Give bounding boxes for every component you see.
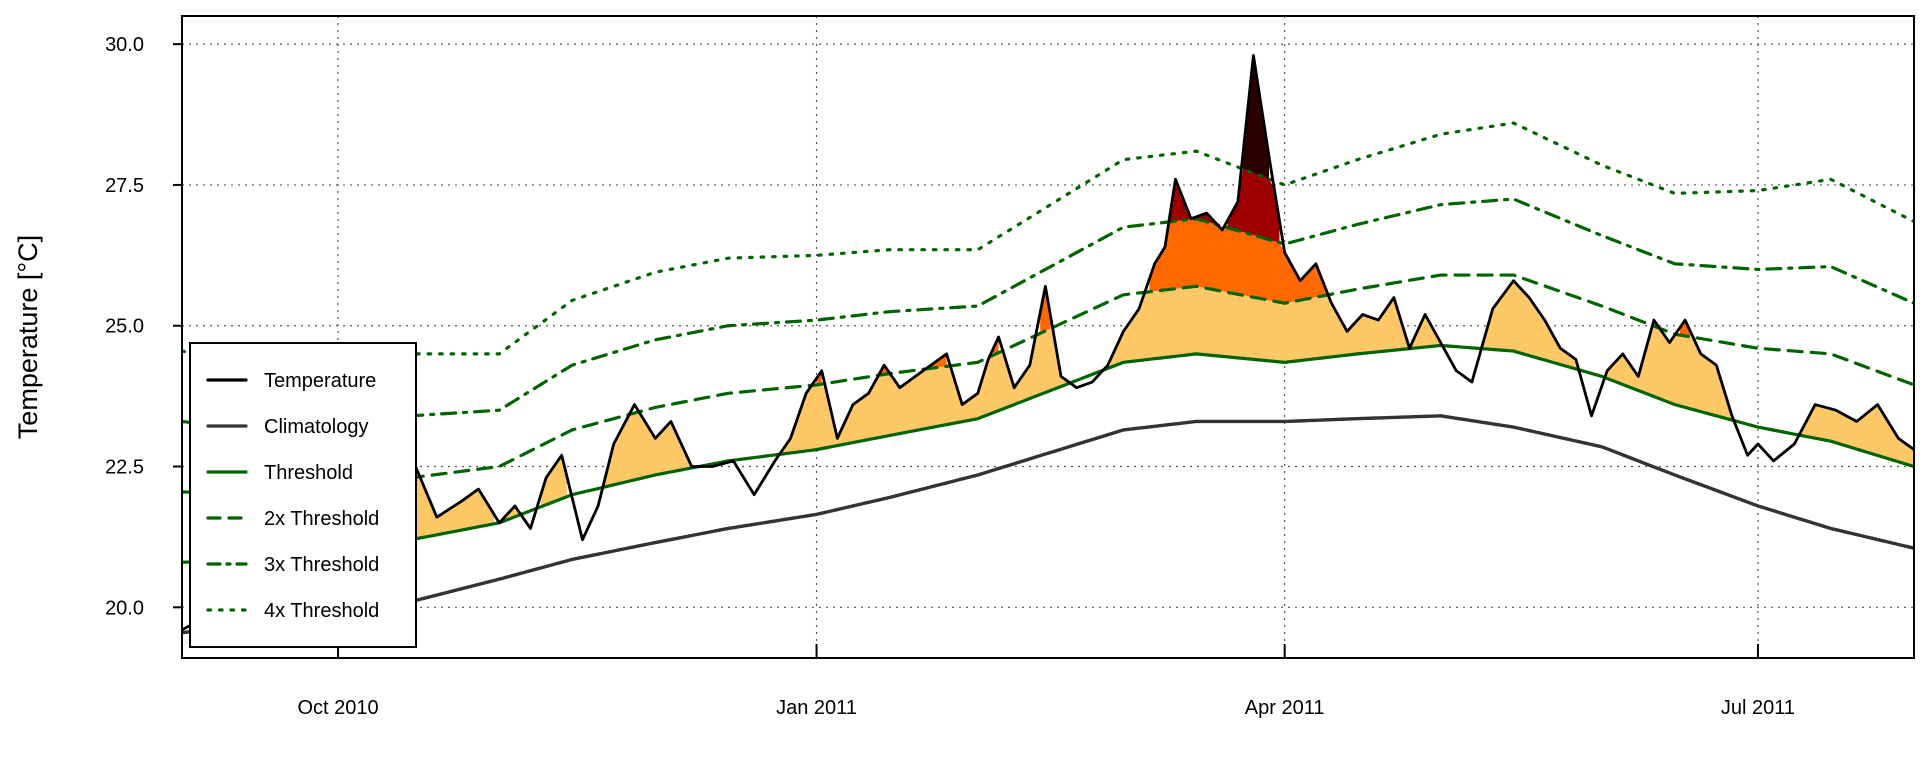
legend-label: 2x Threshold bbox=[264, 508, 379, 530]
grid-lines bbox=[182, 16, 1914, 658]
climatology-line bbox=[182, 414, 1914, 635]
y-tick-label: 20.0 bbox=[105, 597, 144, 619]
plot-frame bbox=[181, 15, 1915, 659]
series-lines bbox=[182, 54, 1914, 635]
legend-label: Threshold bbox=[264, 462, 353, 484]
legend-box bbox=[189, 342, 417, 648]
legend-label: Temperature bbox=[264, 370, 376, 392]
y-tick-label: 25.0 bbox=[105, 316, 144, 338]
x-tick-label: Oct 2010 bbox=[297, 697, 378, 719]
legend-label: Climatology bbox=[264, 416, 368, 438]
y-tick-label: 22.5 bbox=[105, 457, 144, 479]
fill-severe bbox=[1170, 169, 1280, 243]
threshold-3x-line bbox=[182, 197, 1914, 440]
legend-label: 3x Threshold bbox=[264, 554, 379, 576]
fill-extreme bbox=[1243, 55, 1270, 179]
axes: 20.0 22.5 25.0 27.5 30.0 Oct 2010 Jan 2011 Apr … bbox=[105, 34, 1795, 719]
x-tick-label: Apr 2011 bbox=[1245, 697, 1325, 719]
x-tick-label: Jan 2011 bbox=[776, 697, 857, 719]
y-axis-label: Temperature [°C] bbox=[13, 235, 43, 439]
legend: Temperature Climatology Threshold 2x Thresh… bbox=[189, 342, 417, 648]
fill-moderate bbox=[353, 280, 1914, 554]
heatwave-fills bbox=[353, 55, 1914, 554]
legend-label: 4x Threshold bbox=[264, 600, 379, 622]
y-tick-label: 27.5 bbox=[105, 175, 144, 197]
threshold-4x-line bbox=[182, 121, 1914, 381]
y-tick-label: 30.0 bbox=[105, 34, 144, 56]
temperature-line bbox=[182, 54, 1914, 632]
x-tick-label: Jul 2011 bbox=[1721, 697, 1795, 719]
threshold-line bbox=[182, 343, 1914, 564]
